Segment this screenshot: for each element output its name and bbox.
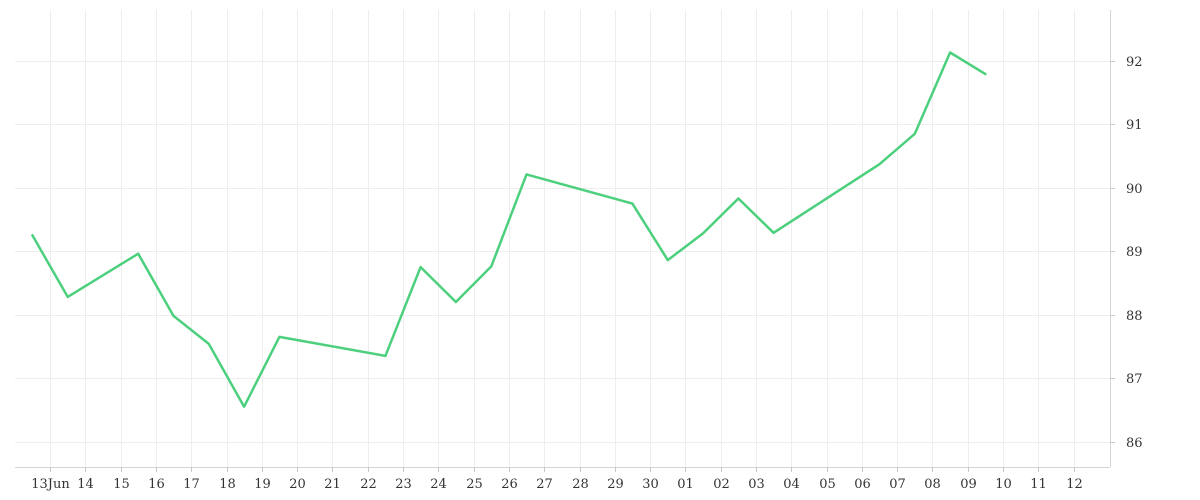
series-points bbox=[30, 51, 987, 409]
x-tick-label: 03 bbox=[748, 477, 765, 492]
x-tick-label: 08 bbox=[924, 477, 941, 492]
x-tick-label: 22 bbox=[360, 477, 377, 492]
x-tick-label: 24 bbox=[430, 477, 447, 492]
y-tick-label: 92 bbox=[1126, 55, 1143, 70]
x-tick-label: 11 bbox=[1030, 477, 1047, 492]
y-tick-label: 88 bbox=[1126, 309, 1143, 324]
x-tick-label: 26 bbox=[501, 477, 518, 492]
x-axis-ticks: 13Jun 14 15 16 17 18 19 20 21 22 23 24 25 26 27 28 29 30 0… bbox=[31, 467, 1083, 492]
x-tick-label: 07 bbox=[889, 477, 906, 492]
x-tick-label: 30 bbox=[642, 477, 659, 492]
vertical-gridlines bbox=[50, 10, 1075, 467]
x-tick-label: 14 bbox=[77, 477, 94, 492]
x-tick-label: 27 bbox=[536, 477, 553, 492]
x-tick-label: 25 bbox=[466, 477, 483, 492]
y-tick-label: 90 bbox=[1126, 182, 1143, 197]
x-tick-label: 12 bbox=[1066, 477, 1083, 492]
x-tick-label: 04 bbox=[783, 477, 800, 492]
x-tick-label: 29 bbox=[607, 477, 624, 492]
x-tick-label: 15 bbox=[113, 477, 130, 492]
y-tick-label: 91 bbox=[1126, 118, 1143, 133]
x-tick-label: 28 bbox=[572, 477, 589, 492]
x-tick-label: 19 bbox=[254, 477, 271, 492]
x-tick-label: 20 bbox=[289, 477, 306, 492]
x-tick-label: 21 bbox=[324, 477, 341, 492]
y-axis-ticks: 86 87 88 89 90 91 92 bbox=[1110, 55, 1143, 451]
y-tick-label: 86 bbox=[1126, 436, 1143, 451]
series-line bbox=[31, 51, 987, 408]
x-tick-label: 05 bbox=[819, 477, 836, 492]
x-tick-label: 01 bbox=[677, 477, 694, 492]
y-tick-label: 89 bbox=[1126, 245, 1143, 260]
x-tick-label: 23 bbox=[395, 477, 412, 492]
y-tick-label: 87 bbox=[1126, 372, 1143, 387]
x-tick-label: 02 bbox=[713, 477, 730, 492]
x-tick-label: 06 bbox=[854, 477, 871, 492]
x-tick-label: 10 bbox=[995, 477, 1012, 492]
x-tick-label: 13Jun bbox=[31, 477, 70, 492]
x-tick-label: 18 bbox=[219, 477, 236, 492]
horizontal-gridlines bbox=[15, 61, 1110, 443]
x-tick-label: 16 bbox=[148, 477, 165, 492]
x-tick-label: 09 bbox=[960, 477, 977, 492]
x-tick-label: 17 bbox=[183, 477, 200, 492]
